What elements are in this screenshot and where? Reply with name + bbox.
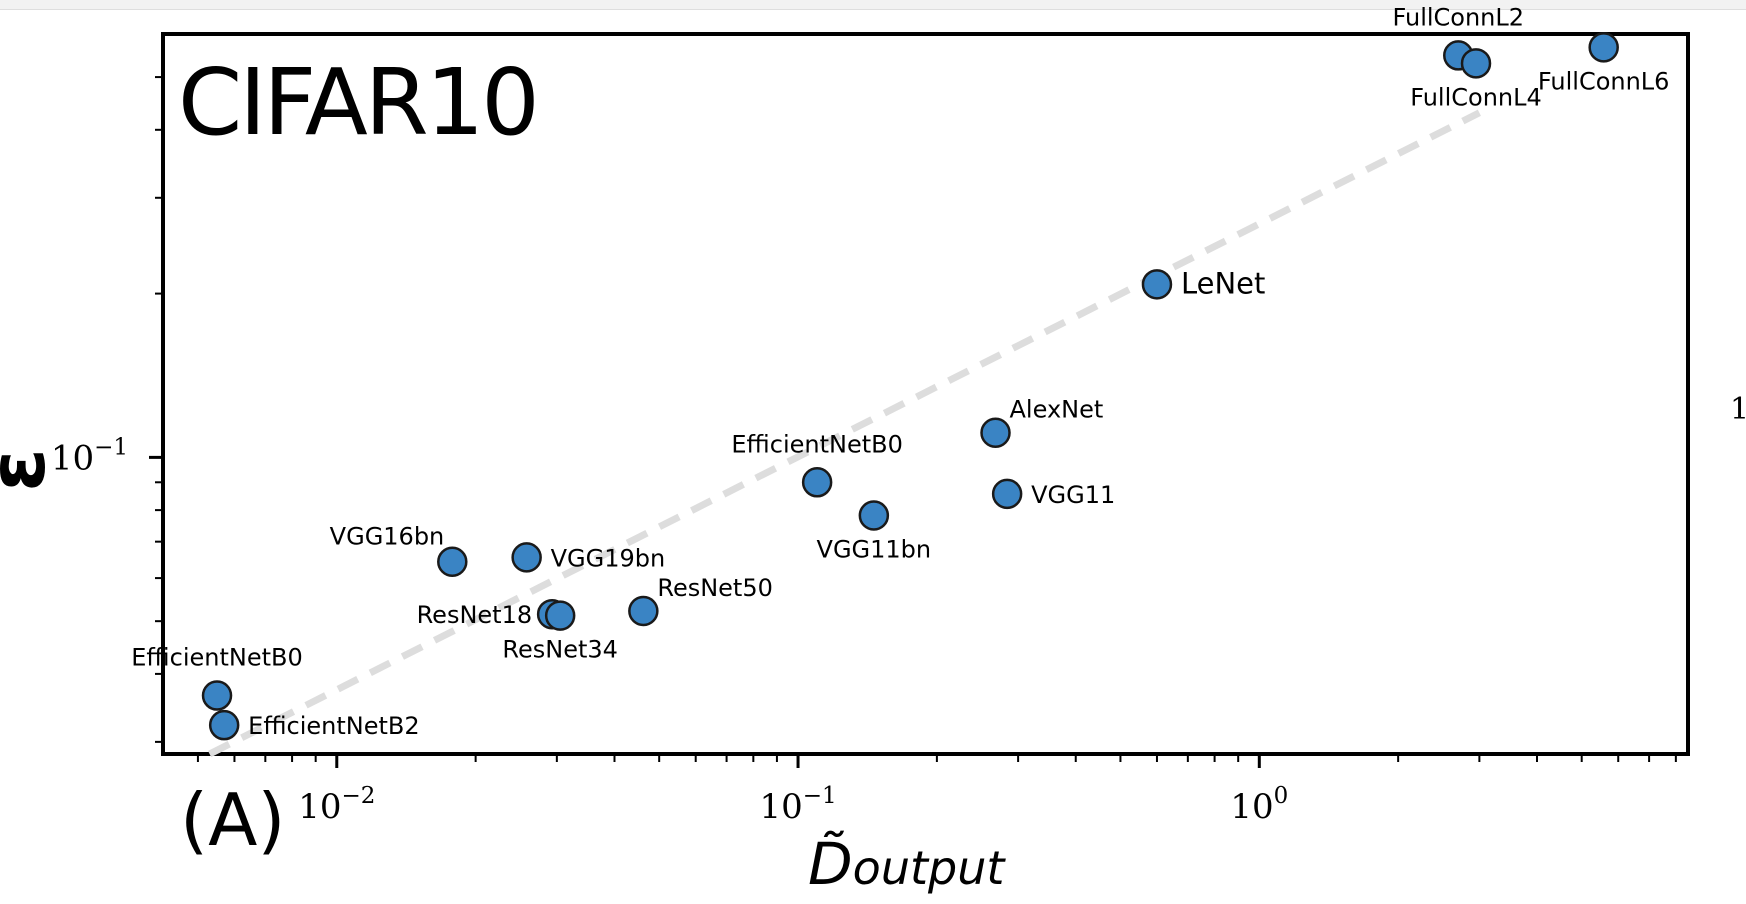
data-point [980, 417, 1011, 448]
chart-title: CIFAR10 [178, 49, 537, 156]
data-point [1588, 32, 1619, 63]
panel-label: (A) [180, 778, 285, 862]
point-label: FullConnL6 [1538, 67, 1670, 95]
data-point [208, 709, 240, 741]
data-point [1141, 269, 1173, 300]
point-label: VGG11 [1031, 481, 1115, 509]
x-tick-label: 10−2 [298, 783, 375, 827]
point-label: LeNet [1181, 266, 1265, 300]
point-label: AlexNet [1010, 396, 1104, 424]
point-label: VGG11bn [817, 535, 932, 563]
point-label: VGG19bn [551, 544, 666, 572]
x-tick-label: 10−1 [759, 783, 836, 827]
point-layer [201, 32, 1619, 741]
right-edge-tick-label: 1 [1730, 392, 1746, 427]
point-label: FullConnL4 [1410, 83, 1542, 111]
data-point [801, 467, 833, 498]
data-point [201, 680, 233, 711]
point-label: EfficientNetB0 [131, 644, 302, 672]
data-point [858, 500, 890, 531]
point-label: EfficientNetB2 [248, 712, 419, 740]
data-point [628, 595, 659, 627]
x-tick-label: 100 [1230, 783, 1288, 827]
data-point [544, 600, 576, 631]
point-label: FullConnL2 [1392, 3, 1524, 31]
y-tick-label: 10−1 [51, 434, 128, 478]
plot-frame [161, 32, 1690, 756]
point-label: EfficientNetB0 [731, 430, 902, 458]
x-axis-label: D̃output [808, 829, 1006, 898]
label-layer: EfficientNetB0 EfficientNetB2 VGG16bn VGG19… [131, 3, 1669, 740]
data-point [991, 478, 1023, 510]
data-point [1460, 48, 1492, 79]
point-label: VGG16bn [330, 523, 445, 551]
fit-line-layer [208, 109, 1481, 758]
tick-layer: 10−2 10−1 100 10−1 [51, 76, 1677, 827]
y-axis-label: ε [0, 448, 63, 491]
point-label: ResNet34 [502, 636, 618, 664]
top-border-strip [0, 0, 1746, 10]
point-label: ResNet50 [657, 574, 773, 602]
fit-line [208, 109, 1481, 758]
point-label: ResNet18 [417, 601, 533, 629]
data-point [437, 546, 468, 577]
data-point [511, 542, 542, 573]
